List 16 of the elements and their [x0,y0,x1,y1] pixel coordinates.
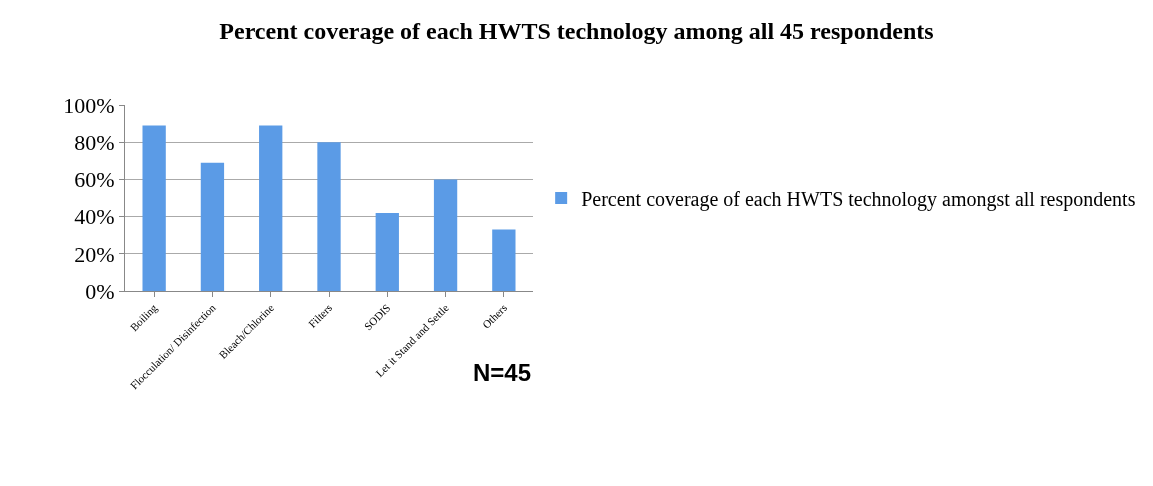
y-tick-label: 60% [74,167,115,193]
y-tick-label: 20% [74,241,115,267]
legend-label: Percent coverage of each HWTS technology amongst all respondents [581,187,1136,211]
bar [375,212,399,291]
bar [200,162,225,291]
y-tick-label: 100% [63,92,115,118]
y-tick-label: 40% [74,204,115,230]
text: N=45 [473,359,532,386]
y-tick-label: 0% [85,278,115,304]
bar [433,179,458,291]
y-tick-label: 80% [74,129,115,155]
bar [259,125,283,291]
bar [492,229,516,291]
bar [317,142,341,291]
bar [142,125,166,291]
chart-title: Percent coverage of each HWTS technology among all 45 respondents [219,17,934,44]
